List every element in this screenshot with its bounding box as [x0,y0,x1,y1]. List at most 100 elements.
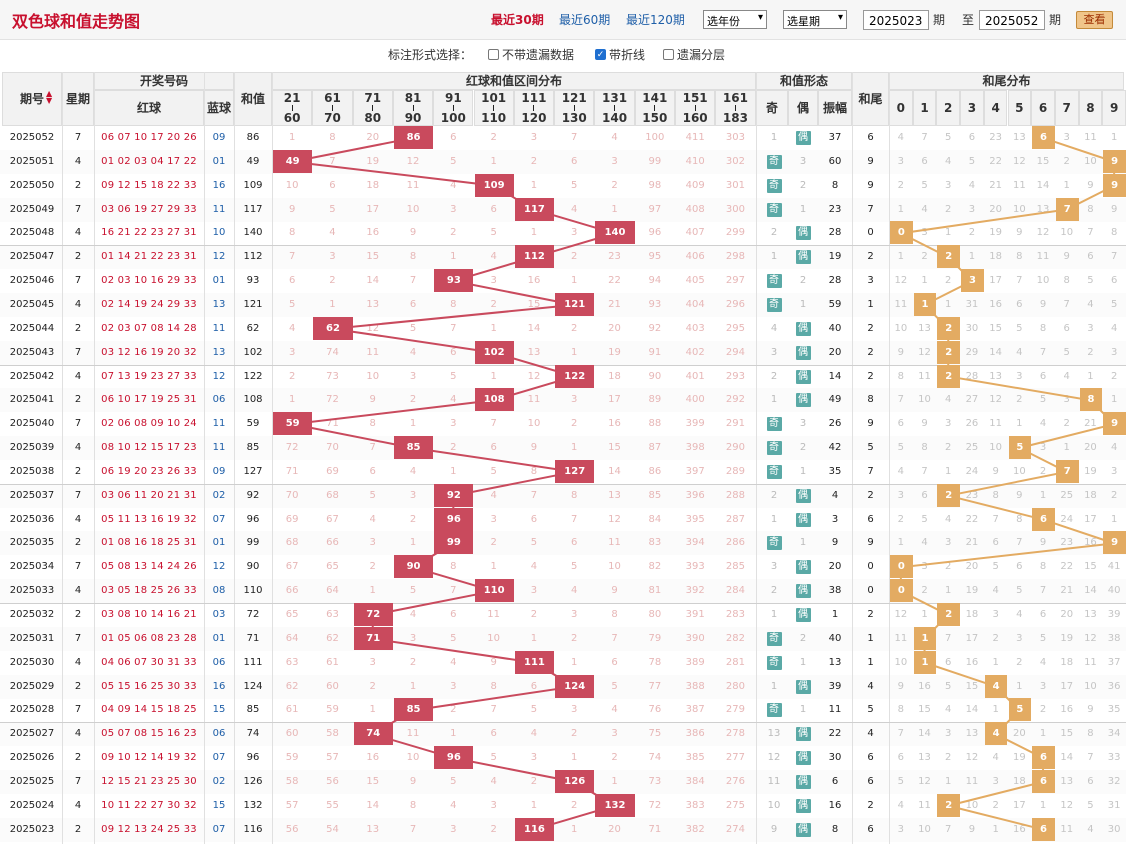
zone-missing-cell: 3 [490,799,497,811]
tail-missing-cell: 2 [897,513,905,525]
tail-missing-cell: 5 [945,680,952,692]
option-polyline[interactable]: ✓ 带折线 [595,46,645,63]
tail-missing-cell: 16 [1060,704,1074,716]
sum-cell: 96 [246,513,260,525]
tail-missing-cell: 19 [965,585,979,597]
option-no-missing[interactable]: 不带遗漏数据 [488,46,574,63]
tail-missing-cell: 9 [921,418,928,430]
tail-missing-cell: 10 [918,394,931,406]
query-button[interactable]: 查看 [1076,11,1113,29]
red-balls-cell: 05 07 08 15 16 23 [101,728,197,740]
from-issue-input[interactable]: 2025023 [863,10,929,30]
blue-ball-cell: 01 [212,632,226,644]
red-balls-cell: 04 06 07 30 31 33 [101,656,197,668]
tail-missing-cell: 1 [1039,728,1047,740]
zone-missing-cell: 81 [648,585,662,597]
checkbox-unchecked-icon[interactable] [488,49,499,60]
tail-cell: 6 [867,132,874,143]
zone-missing-cell: 7 [329,155,336,167]
even-missing-value: 1 [799,656,807,668]
sum-cell: 108 [243,394,263,406]
tail-missing-cell: 7 [921,465,928,477]
even-cell: 偶 [788,317,818,340]
tail-missing-cell: 39 [1107,609,1121,620]
red-balls-cell: 06 19 20 23 26 33 [101,465,197,477]
range-30-link[interactable]: 最近30期 [491,13,544,27]
tail-missing-cell: 4 [945,394,952,406]
zone-missing-cell: 96 [648,227,662,239]
odd-cell: 1 [760,388,788,411]
tail-missing-cell: 4 [1110,442,1118,454]
zone-missing-cell: 65 [326,561,339,573]
tail-cell: 1 [867,656,874,668]
red-balls-cell: 04 09 14 15 18 25 [101,704,197,716]
tail-missing-cell: 4 [992,585,999,597]
zone-missing-cell: 2 [490,823,497,835]
week-cell: 2 [74,465,82,477]
zone-missing-cell: 7 [369,442,376,454]
option-missing-layer[interactable]: 遗漏分层 [663,46,725,63]
tail-missing-cell: 7 [1087,227,1094,239]
zone-missing-cell: 402 [685,346,705,358]
week-cell: 7 [74,632,82,644]
zone-missing-cell: 6 [571,155,578,167]
header-zone-range: 71 80 [352,90,393,126]
week-select[interactable]: 选星期 ▾ [783,10,847,29]
zone-missing-cell: 67 [326,513,339,525]
zone-missing-cell: 7 [409,823,417,835]
tail-missing-cell: 4 [1016,346,1023,358]
range-120-link[interactable]: 最近120期 [626,13,685,27]
odd-missing-value: 3 [770,561,778,573]
tail-missing-cell: 5 [897,442,905,454]
even-missing-value: 2 [799,442,807,454]
zone-missing-cell: 302 [725,155,745,167]
range-60-link[interactable]: 最近60期 [559,13,611,27]
header-issue[interactable]: 期号 [2,72,62,126]
tail-missing-cell: 8 [1039,322,1047,334]
zone-missing-cell: 5 [409,322,417,334]
tail-missing-cell: 18 [989,251,1002,263]
zone-missing-cell: 64 [285,632,299,644]
tail-hit-cell: 5 [1008,436,1032,460]
sort-icon[interactable]: ▲ ▼ [46,89,53,105]
tail-missing-cell: 4 [897,465,905,477]
zone-missing-cell: 5 [450,370,457,382]
tail-missing-cell: 3 [945,179,952,191]
zone-missing-cell: 2 [450,704,457,716]
tail-missing-cell: 2 [897,179,905,191]
year-select[interactable]: 选年份 ▾ [703,10,767,29]
zone-missing-cell: 88 [648,418,662,430]
zone-hit-cell: 62 [313,316,353,340]
week-cell: 4 [74,513,82,525]
zone-hit-cell: 96 [434,746,474,770]
zone-range-from: 61 [324,91,341,105]
zone-range-to: 110 [481,111,507,125]
zone-missing-cell: 20 [608,823,621,835]
checkbox-checked-icon[interactable]: ✓ [595,49,606,60]
even-cell: 偶 [788,722,818,745]
zone-missing-cell: 54 [326,823,339,835]
header-zone-title: 红球和值区间分布 [272,72,756,90]
to-issue-input[interactable]: 2025052 [979,10,1045,30]
tail-cell: 6 [867,513,874,525]
tail-missing-cell: 9 [1087,179,1094,191]
tail-missing-cell: 11 [1036,251,1050,263]
tail-hit-cell: 7 [1055,459,1079,483]
zone-missing-cell: 9 [611,585,618,597]
zone-missing-cell: 3 [450,418,457,430]
tail-missing-cell: 30 [1107,823,1121,835]
even-tag: 偶 [795,798,811,813]
even-missing-value: 2 [799,632,807,644]
zone-missing-cell: 8 [450,561,457,573]
tail-missing-cell: 1 [992,823,999,835]
odd-missing-value: 1 [770,132,778,143]
tail-hit-cell: 6 [1032,769,1055,793]
odd-cell: 12 [760,746,788,769]
zone-missing-cell: 9 [409,227,417,239]
tail-missing-cell: 5 [1039,394,1047,406]
tail-missing-cell: 5 [968,155,976,167]
zone-missing-cell: 21 [608,298,621,310]
tail-missing-cell: 4 [1039,418,1047,430]
checkbox-unchecked-icon[interactable] [663,49,674,60]
tail-missing-cell: 4 [897,132,905,143]
